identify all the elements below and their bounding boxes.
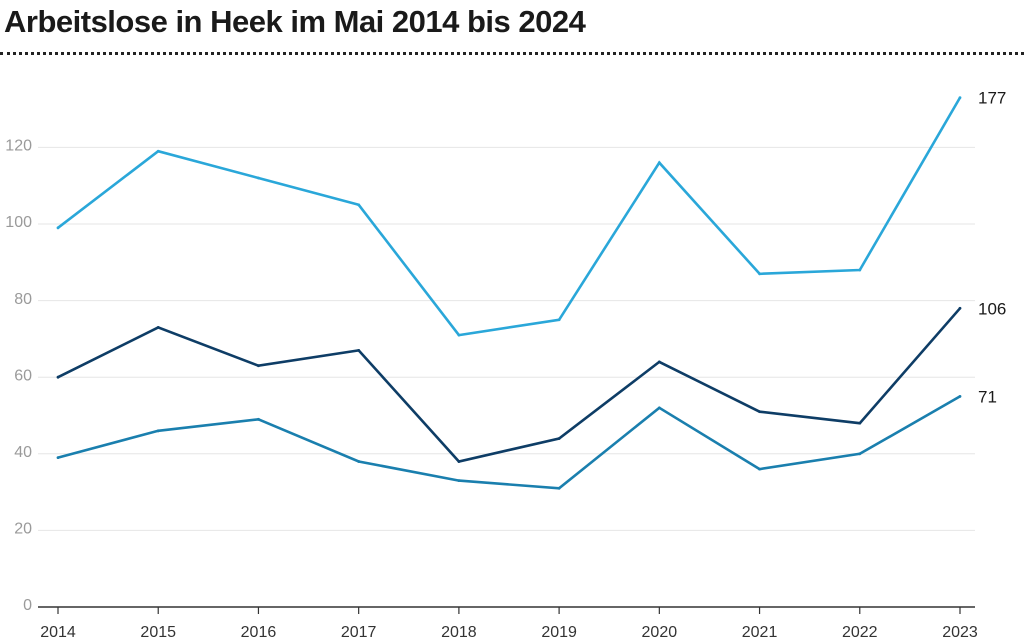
data-point	[457, 479, 461, 483]
data-point	[257, 176, 260, 180]
series-line-2	[57, 307, 961, 463]
x-tick-label: 2021	[742, 624, 778, 641]
data-point	[56, 456, 60, 460]
y-tick-label: 60	[14, 367, 32, 384]
y-tick-label: 20	[14, 521, 32, 538]
data-point	[557, 437, 561, 440]
title-divider	[0, 52, 1024, 55]
data-point	[357, 348, 361, 352]
y-tick-label: 0	[23, 597, 32, 614]
x-axis-ticks: 2014 2015 2016 2017 2018 2019 2020 2021 2022 2023	[40, 607, 978, 641]
y-axis-ticks: 0 20 40 60 80 100 120	[5, 138, 32, 615]
x-tick-label: 2022	[842, 624, 878, 641]
data-point	[657, 406, 661, 410]
data-point	[257, 417, 260, 421]
x-tick-label: 2014	[40, 624, 76, 641]
data-point	[858, 421, 862, 425]
data-point	[557, 318, 561, 322]
data-point	[758, 410, 761, 414]
y-tick-label: 100	[5, 214, 32, 231]
data-point	[858, 452, 862, 456]
data-point	[657, 360, 661, 364]
x-tick-label: 2018	[441, 624, 477, 641]
y-tick-label: 40	[14, 444, 32, 461]
data-point	[457, 460, 461, 463]
data-point	[56, 226, 60, 230]
data-point	[958, 96, 962, 100]
data-point	[758, 272, 761, 276]
data-point	[56, 375, 60, 379]
data-point	[156, 326, 160, 329]
data-point	[958, 306, 962, 310]
end-label-1: 177	[978, 89, 1006, 108]
data-point	[257, 364, 260, 368]
x-tick-label: 2017	[341, 624, 377, 641]
end-label-3: 71	[978, 387, 997, 406]
end-labels: 177 106 71	[978, 89, 1006, 407]
series-line-1	[57, 96, 962, 337]
series-line-3	[57, 395, 961, 490]
data-point	[156, 429, 160, 433]
y-tick-label: 80	[14, 291, 32, 308]
grid-lines	[38, 146, 975, 608]
data-point	[958, 394, 962, 398]
y-tick-label: 120	[5, 138, 32, 155]
series-lines	[56, 96, 962, 490]
data-point	[357, 203, 361, 207]
data-point	[758, 467, 761, 471]
x-tick-label: 2020	[642, 624, 678, 641]
x-tick-label: 2023	[942, 624, 978, 641]
end-label-2: 106	[978, 299, 1006, 318]
data-point	[357, 460, 361, 463]
data-point	[457, 333, 461, 337]
data-point	[858, 268, 862, 272]
x-tick-label: 2016	[241, 624, 277, 641]
data-point	[557, 486, 561, 490]
data-point	[156, 149, 160, 153]
data-point	[657, 161, 661, 165]
chart-title: Arbeitslose in Heek im Mai 2014 bis 2024	[4, 4, 586, 39]
x-tick-label: 2019	[541, 624, 577, 641]
x-tick-label: 2015	[140, 624, 176, 641]
